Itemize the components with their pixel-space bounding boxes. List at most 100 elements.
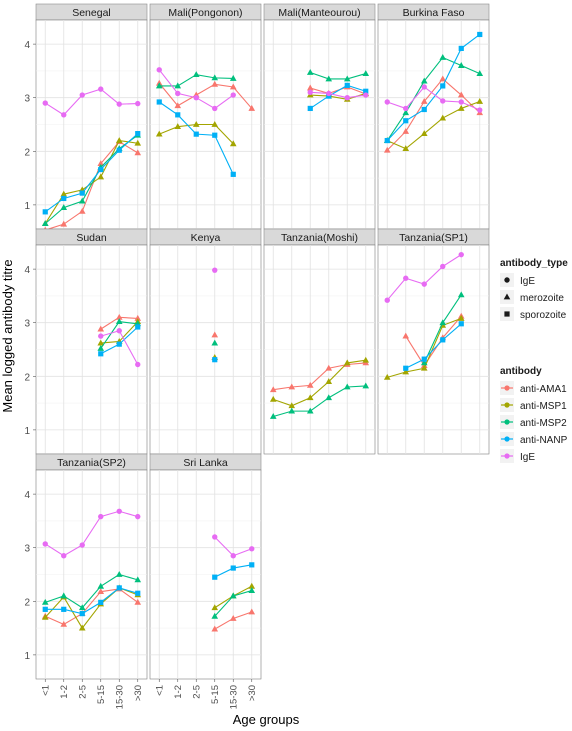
legend-label: IgE [520,276,535,287]
data-point [41,598,49,605]
data-point [306,394,314,401]
data-point [97,160,105,167]
data-point [42,541,48,547]
data-point [344,82,350,88]
series-line [309,84,366,109]
data-point [211,74,219,81]
series-ige [42,508,141,559]
x-tick-label: <1 [40,685,51,696]
series-anti-nanp [212,562,255,580]
facet-mali-pongonon: Mali(Pongonon) [149,3,262,230]
x-axis-title: Age groups [233,712,300,727]
y-tick-label: 1 [24,651,30,662]
data-point [363,88,369,94]
data-point [325,394,333,401]
data-point [288,402,296,409]
series-anti-msp1 [383,314,465,380]
data-point [212,267,218,273]
data-point [458,251,464,258]
data-point [229,83,237,90]
data-point [421,84,427,90]
y-tick-label: 3 [24,544,30,555]
data-point [325,75,333,82]
data-point [248,582,256,589]
data-point [134,598,142,605]
data-point [212,534,218,540]
x-tick-label: 1-2 [173,685,184,699]
data-point [403,118,409,124]
data-point [60,220,68,227]
y-tick-label: 4 [24,490,30,501]
data-point [384,99,390,105]
data-point [78,197,86,204]
data-point [420,97,428,104]
x-tick-label: 2-5 [77,685,88,699]
data-point [97,582,105,589]
data-point [115,313,123,320]
data-point [156,67,162,73]
legend-item-anti-nanp: anti-NANP [500,432,568,446]
facet-title: Sri Lanka [183,457,228,469]
data-point [116,585,122,591]
series-line [387,100,480,150]
data-point [440,83,446,89]
data-point [97,173,105,180]
legend-item-anti-ama1: anti-AMA1 [500,381,567,395]
legend-item-ige: IgE [500,449,535,463]
data-point [343,383,351,390]
data-point [344,95,350,101]
data-point [420,77,428,84]
data-point [212,357,218,363]
data-point [116,508,122,514]
data-point [476,70,484,76]
data-point [248,104,256,111]
data-point [98,333,104,339]
x-tick-label: 15-30 [228,685,239,709]
data-point [458,45,464,52]
data-point [439,114,447,121]
legend-item-merozoite: merozoite [500,290,564,304]
data-point [174,123,182,130]
legend-marker-square [504,311,510,317]
series-anti-ama1 [383,75,484,153]
data-point [230,553,236,559]
data-point [402,127,410,134]
series-line [405,323,462,369]
series-anti-nanp [403,321,464,371]
data-point [457,91,465,98]
series-ige [156,67,236,112]
data-point [98,351,104,357]
series-ige [307,89,369,101]
series-anti-msp2 [211,339,219,346]
legend-item-anti-msp1: anti-MSP1 [500,398,567,412]
facet-title: Sudan [76,232,107,244]
data-point [477,31,483,38]
y-axis-title: Mean logged antibody titre [0,259,15,412]
data-point [229,592,237,599]
data-point [78,207,86,214]
series-line [386,56,480,141]
legend-item-anti-msp2: anti-MSP2 [500,415,567,429]
data-point [269,395,277,402]
series-ige [212,267,218,273]
series-line [310,71,366,80]
data-point [269,412,277,419]
x-tick-label: 5-15 [210,685,221,704]
legend-item-sporozoite: sporozoite [500,307,567,321]
data-point [248,587,256,593]
series-line [386,34,481,141]
data-point [116,328,122,334]
data-point [403,365,409,371]
facet-kenya: Kenya [149,228,262,455]
series-anti-msp2 [211,587,256,619]
series-anti-ama1 [155,79,256,111]
data-point [115,571,123,577]
data-point [135,590,141,596]
data-point [97,325,105,332]
data-point [440,98,446,104]
series-line [310,91,366,99]
series-line [386,78,481,151]
data-point [212,574,218,580]
data-point [61,606,67,612]
series-ige [42,86,141,118]
